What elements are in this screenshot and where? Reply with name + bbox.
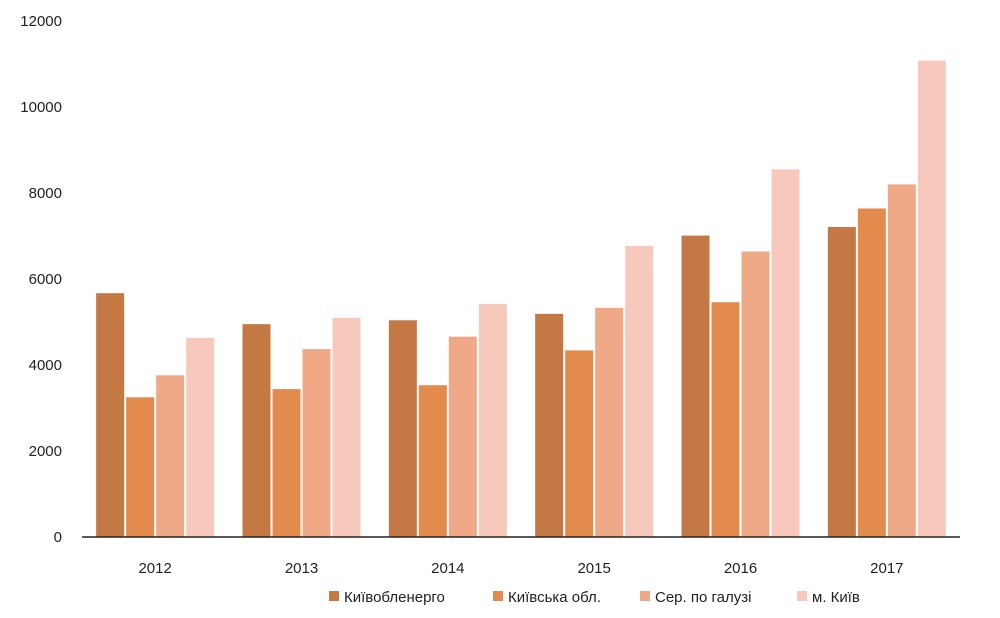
y-tick-label: 8000 [29, 185, 62, 202]
bar-2016-series-2 [711, 302, 740, 537]
bars [96, 60, 946, 538]
y-tick-label: 10000 [20, 99, 62, 116]
y-tick-label: 6000 [29, 271, 62, 288]
bar-2015-series-4 [625, 245, 654, 537]
y-tick-label: 2000 [29, 443, 62, 460]
bar-2012-series-4 [186, 337, 215, 537]
legend-label: Сер. по галузі [655, 589, 751, 606]
bar-2013-series-2 [272, 389, 301, 537]
bar-2014-series-2 [418, 385, 447, 537]
bar-2015-series-1 [535, 313, 564, 537]
bar-2015-series-2 [565, 350, 594, 537]
bar-2013-series-4 [332, 317, 361, 537]
bar-2013-series-1 [242, 324, 271, 537]
bar-2016-series-1 [681, 235, 710, 537]
bar-2017-series-1 [827, 226, 856, 537]
x-tick-label: 2014 [431, 560, 464, 577]
legend: Київобленерго Київська обл. Сер. по галузі… [329, 589, 860, 606]
x-tick-label: 2017 [870, 560, 903, 577]
bar-2017-series-2 [857, 208, 886, 538]
legend-label: Київобленерго [344, 589, 445, 606]
legend-swatch [640, 591, 650, 601]
legend-label: м. Київ [812, 589, 860, 606]
y-axis-ticks: 0 2000 4000 6000 8000 10000 12000 [20, 13, 62, 546]
bar-2016-series-4 [771, 169, 800, 537]
bar-2017-series-3 [887, 184, 916, 537]
bar-2014-series-1 [388, 320, 417, 537]
bar-2017-series-4 [917, 60, 946, 538]
bar-2014-series-3 [448, 336, 477, 537]
x-axis-ticks: 2012 2013 2014 2015 2016 2017 [138, 560, 903, 577]
bar-2016-series-3 [741, 251, 770, 538]
bar-2012-series-3 [156, 375, 185, 537]
y-tick-label: 0 [54, 529, 62, 546]
legend-swatch [797, 591, 807, 601]
y-tick-label: 4000 [29, 357, 62, 374]
x-tick-label: 2016 [724, 560, 757, 577]
legend-swatch [493, 591, 503, 601]
x-tick-label: 2013 [285, 560, 318, 577]
legend-swatch [329, 591, 339, 601]
x-tick-label: 2015 [577, 560, 610, 577]
bar-2012-series-2 [126, 397, 155, 537]
x-tick-label: 2012 [138, 560, 171, 577]
bar-2013-series-3 [302, 349, 331, 537]
bar-2014-series-4 [478, 303, 507, 537]
bar-2015-series-3 [595, 307, 624, 537]
legend-label: Київська обл. [508, 589, 601, 606]
y-tick-label: 12000 [20, 13, 62, 30]
bar-2012-series-1 [96, 293, 125, 537]
